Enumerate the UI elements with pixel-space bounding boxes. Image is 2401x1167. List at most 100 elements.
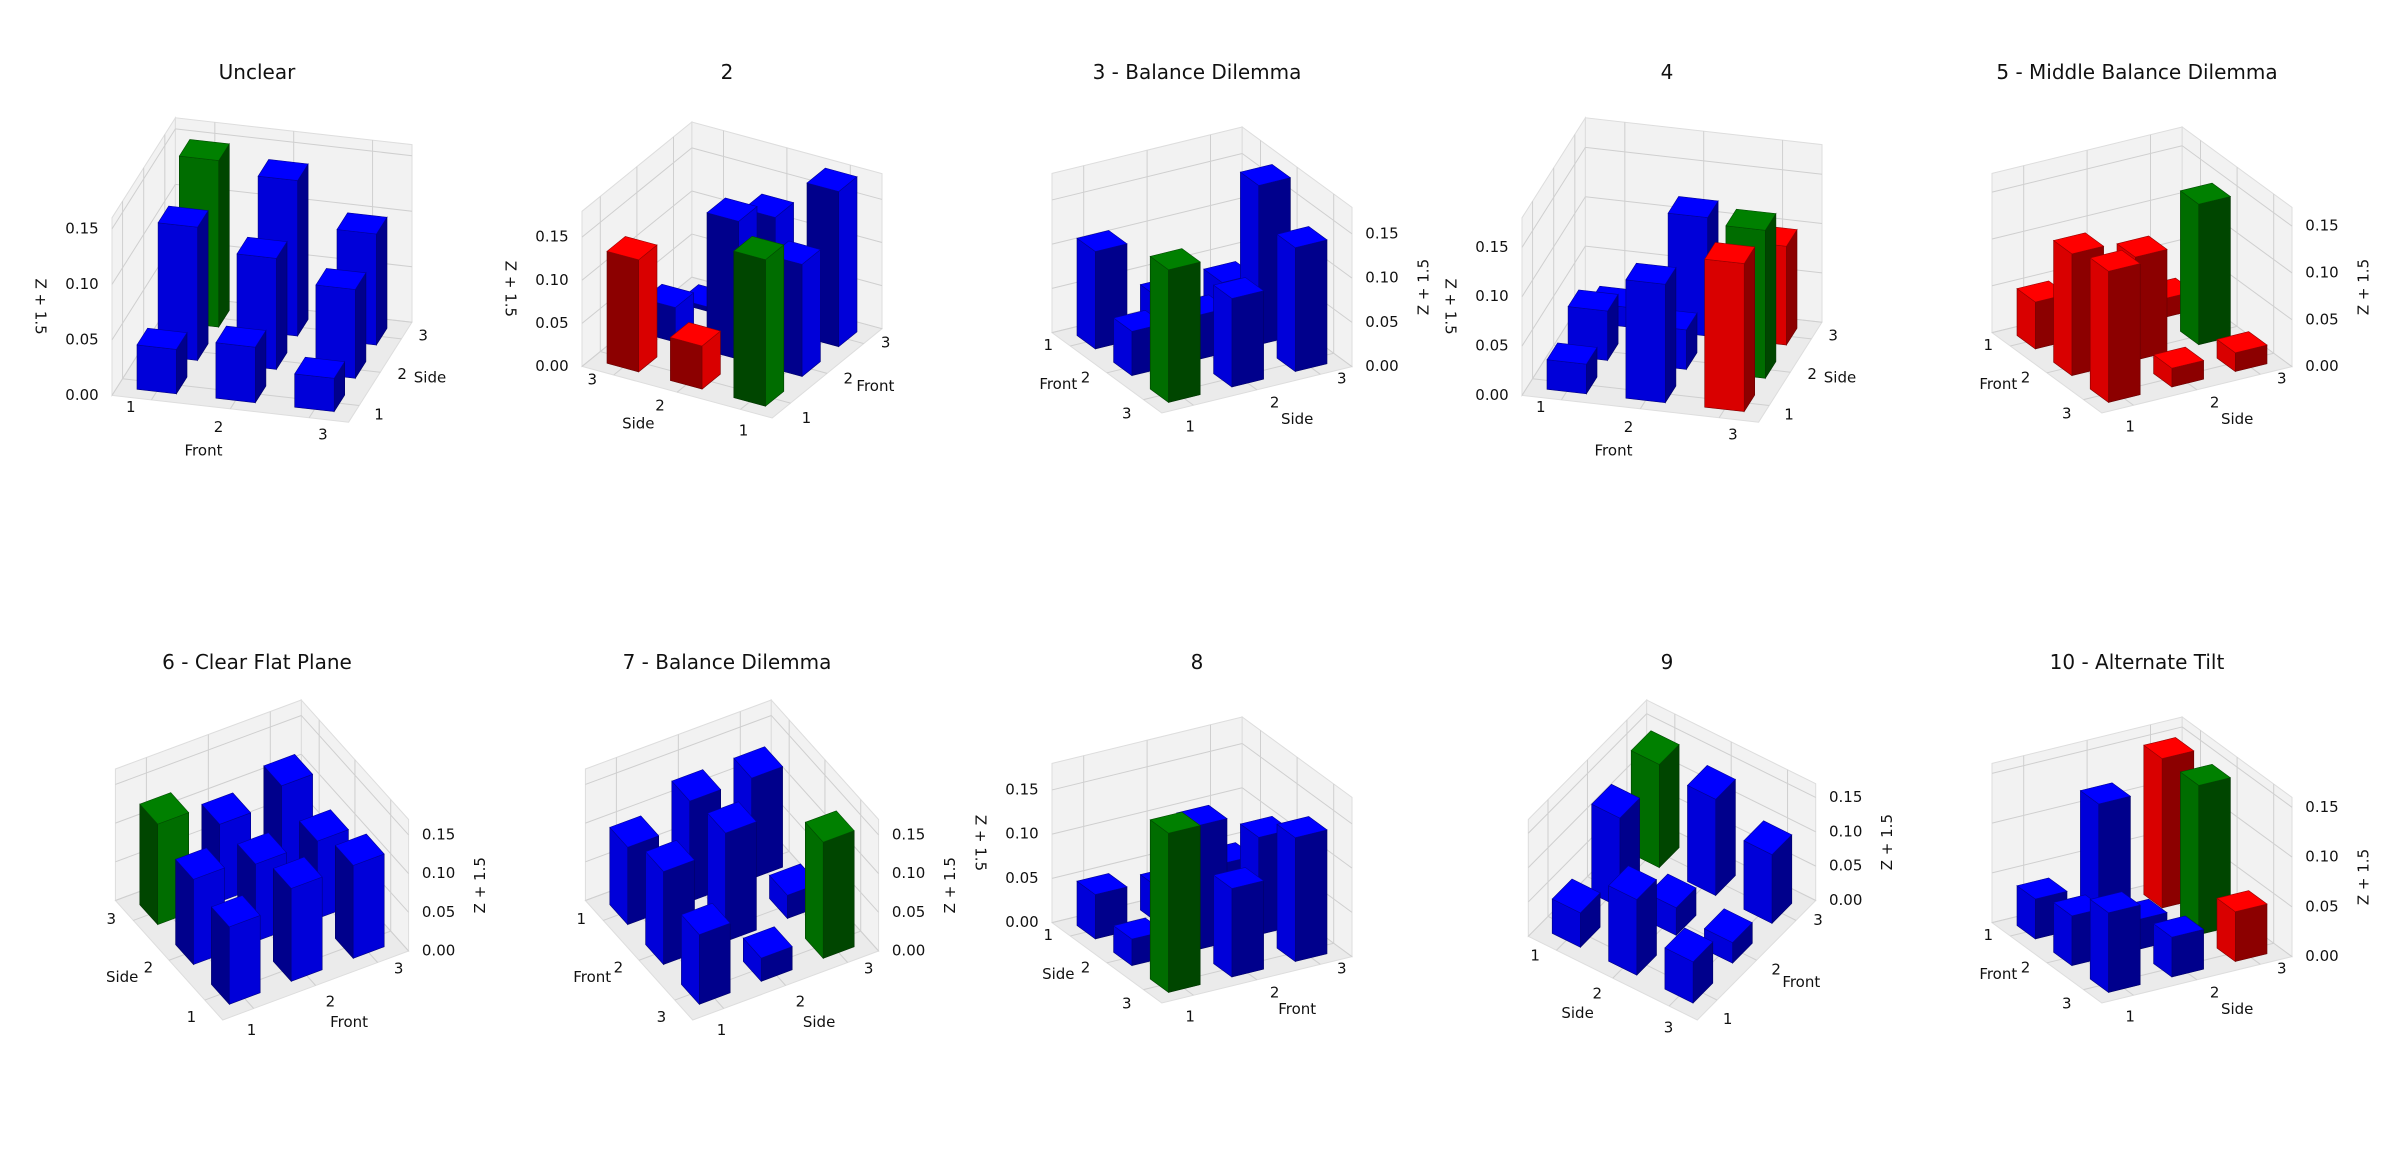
- z-tick-label: 0.00: [2305, 947, 2338, 965]
- bar-top: [294, 356, 346, 379]
- bar-face: [376, 216, 388, 347]
- y-axis-label: Side: [803, 1013, 835, 1031]
- bar-face: [838, 176, 858, 348]
- bar-top: [2152, 346, 2205, 369]
- x-axis-label: Front: [1979, 965, 2017, 983]
- gridline: [1991, 192, 2183, 240]
- y-tick-label: 1: [2125, 1008, 2135, 1026]
- z-tick-label: 0.10: [422, 864, 455, 882]
- bar: [680, 902, 731, 1006]
- x-axis-label: Front: [856, 377, 894, 395]
- bar-face: [2089, 257, 2109, 403]
- x-axis-label: Front: [1039, 375, 1077, 393]
- bar: [669, 322, 722, 390]
- bar: [733, 235, 785, 407]
- y-tick-label: 3: [2277, 369, 2287, 387]
- bar-top: [742, 926, 793, 959]
- bar-face: [670, 337, 703, 390]
- bar-top: [2016, 877, 2068, 900]
- z-tick-label: 0.00: [1829, 891, 1862, 909]
- y-axis-label: Side: [622, 414, 654, 432]
- bar-top: [1625, 262, 1677, 285]
- gridline: [1521, 245, 1586, 347]
- x-tick-label: 3: [1728, 425, 1738, 443]
- bar-top: [1686, 765, 1736, 800]
- bar-face: [765, 244, 785, 407]
- y-tick-label: 2: [1771, 961, 1781, 979]
- bar-top: [1704, 242, 1756, 264]
- x-tick-label: 3: [1122, 404, 1132, 422]
- bar-top: [1076, 873, 1128, 895]
- bar-top: [2152, 915, 2205, 938]
- x-tick-label: 1: [126, 398, 136, 416]
- bar-face: [801, 248, 821, 378]
- bar-face: [822, 830, 855, 959]
- x-tick-label: 1: [802, 409, 812, 427]
- bar: [1608, 865, 1658, 976]
- bar: [1212, 867, 1265, 978]
- chart-title: 4: [1660, 60, 1674, 84]
- y-tick-label: 1: [739, 422, 749, 440]
- y-tick-label: 1: [1185, 418, 1195, 436]
- bar-top: [1567, 289, 1619, 312]
- bar-face: [1149, 819, 1169, 993]
- bar-face: [1625, 279, 1666, 404]
- bar-face: [294, 373, 335, 412]
- bar-top: [139, 792, 190, 825]
- z-tick-label: 0.05: [422, 903, 455, 921]
- bar-top: [1703, 908, 1753, 943]
- x-axis-label: Front: [573, 968, 611, 986]
- bar: [1664, 927, 1714, 1004]
- gridline: [111, 128, 176, 230]
- bar-face: [1608, 885, 1638, 976]
- bar-face: [2180, 771, 2200, 936]
- gridline: [1521, 147, 1586, 248]
- gridline: [1241, 743, 1353, 825]
- y-axis-label: Side: [414, 368, 446, 386]
- y-axis-label: Front: [1278, 1000, 1316, 1018]
- z-tick-label: 0.15: [2305, 798, 2338, 816]
- bar-top: [336, 212, 388, 235]
- bar: [294, 356, 346, 413]
- bar-face: [1231, 290, 1264, 388]
- gridline: [111, 184, 176, 285]
- chart-panel: 8 1 2 3 1 2 3 Side Front 0.00 0.05 0.10 0.15 Z + 1.5: [962, 590, 1432, 1110]
- bar-top: [645, 839, 696, 872]
- z-tick-label: 0.00: [535, 357, 568, 375]
- bar-top: [671, 769, 722, 802]
- bar-top: [2216, 331, 2268, 354]
- chart-svg: 1 2 3 1 2 3 Side Front 0.00 0.05 0.10 0.15 Z + 1.5: [1527, 698, 1896, 1037]
- bar-face: [229, 914, 261, 1005]
- bar: [606, 236, 658, 373]
- bar: [157, 205, 209, 362]
- bar: [2179, 763, 2232, 936]
- bar: [1704, 242, 1756, 413]
- bar-top: [2079, 782, 2132, 805]
- chart-svg: 1 2 3 1 2 3 Front Side 0.00 0.05 0.10 0.15 Z + 1.5: [106, 698, 489, 1039]
- bar-face: [638, 244, 658, 373]
- bar-face: [1786, 228, 1798, 347]
- bar: [272, 856, 323, 983]
- chart-panel: 7 - Balance Dilemma 1 2 3 1 2 3 Front Side 0.00 0.…: [492, 590, 962, 1110]
- gridline: [2181, 726, 2293, 808]
- z-tick-label: 0.00: [1475, 386, 1508, 404]
- bar-top: [1212, 277, 1265, 299]
- y-tick-label: 2: [1270, 393, 1280, 411]
- bar: [2216, 331, 2268, 373]
- x-tick-label: 1: [1984, 926, 1994, 944]
- z-tick-label: 0.05: [1005, 869, 1038, 887]
- bar-top: [669, 322, 722, 347]
- z-tick-label: 0.00: [422, 942, 455, 960]
- gridline: [770, 753, 879, 874]
- z-tick-label: 0.10: [892, 864, 925, 882]
- bar-face: [197, 209, 209, 362]
- bar-face: [1294, 239, 1328, 372]
- bar: [2179, 182, 2232, 346]
- z-axis-label: Z + 1.5: [2355, 259, 2373, 315]
- bar-top: [2143, 737, 2195, 759]
- z-tick-label: 0.00: [1005, 913, 1038, 931]
- x-tick-label: 1: [1530, 947, 1540, 965]
- x-axis-label: Side: [1042, 965, 1074, 983]
- bar-face: [354, 271, 367, 380]
